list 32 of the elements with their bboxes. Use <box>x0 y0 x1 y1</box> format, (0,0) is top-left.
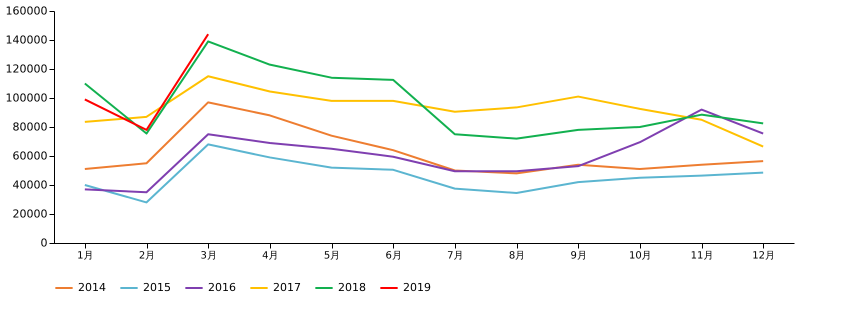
legend-label: 2017 <box>273 281 301 294</box>
legend-label: 2018 <box>338 281 366 294</box>
legend-label: 2019 <box>403 281 431 294</box>
x-tick-label: 3月 <box>200 250 217 262</box>
x-tick-label: 11月 <box>690 250 714 262</box>
y-tick-label: 140000 <box>6 34 48 46</box>
x-tick-label: 9月 <box>570 250 587 262</box>
x-tick-label: 6月 <box>385 250 402 262</box>
y-tick-label: 20000 <box>12 208 48 220</box>
legend-label: 2016 <box>208 281 236 294</box>
line-series <box>84 143 764 204</box>
x-tick-label: 1月 <box>77 250 94 262</box>
line-series <box>84 108 764 194</box>
line-series <box>84 75 764 148</box>
legend-label: 2015 <box>143 281 171 294</box>
legend-label: 2014 <box>78 281 106 294</box>
x-tick-label: 12月 <box>752 250 776 262</box>
line-series <box>84 101 764 174</box>
y-tick-label: 60000 <box>12 150 48 162</box>
y-tick-label: 40000 <box>12 178 48 192</box>
x-tick-label: 5月 <box>324 250 340 262</box>
x-tick-label: 8月 <box>508 250 526 262</box>
y-tick-label: 160000 <box>6 4 48 18</box>
y-tick-label: 0 <box>40 236 48 250</box>
y-tick-label: 100000 <box>6 92 48 104</box>
y-tick-label: 80000 <box>12 120 48 134</box>
x-tick-label: 4月 <box>262 250 279 262</box>
line-series <box>84 40 764 140</box>
y-tick-label: 120000 <box>6 62 48 76</box>
x-tick-label: 7月 <box>447 250 464 262</box>
x-tick-label: 2月 <box>138 250 156 262</box>
x-tick-label: 10月 <box>628 250 652 262</box>
